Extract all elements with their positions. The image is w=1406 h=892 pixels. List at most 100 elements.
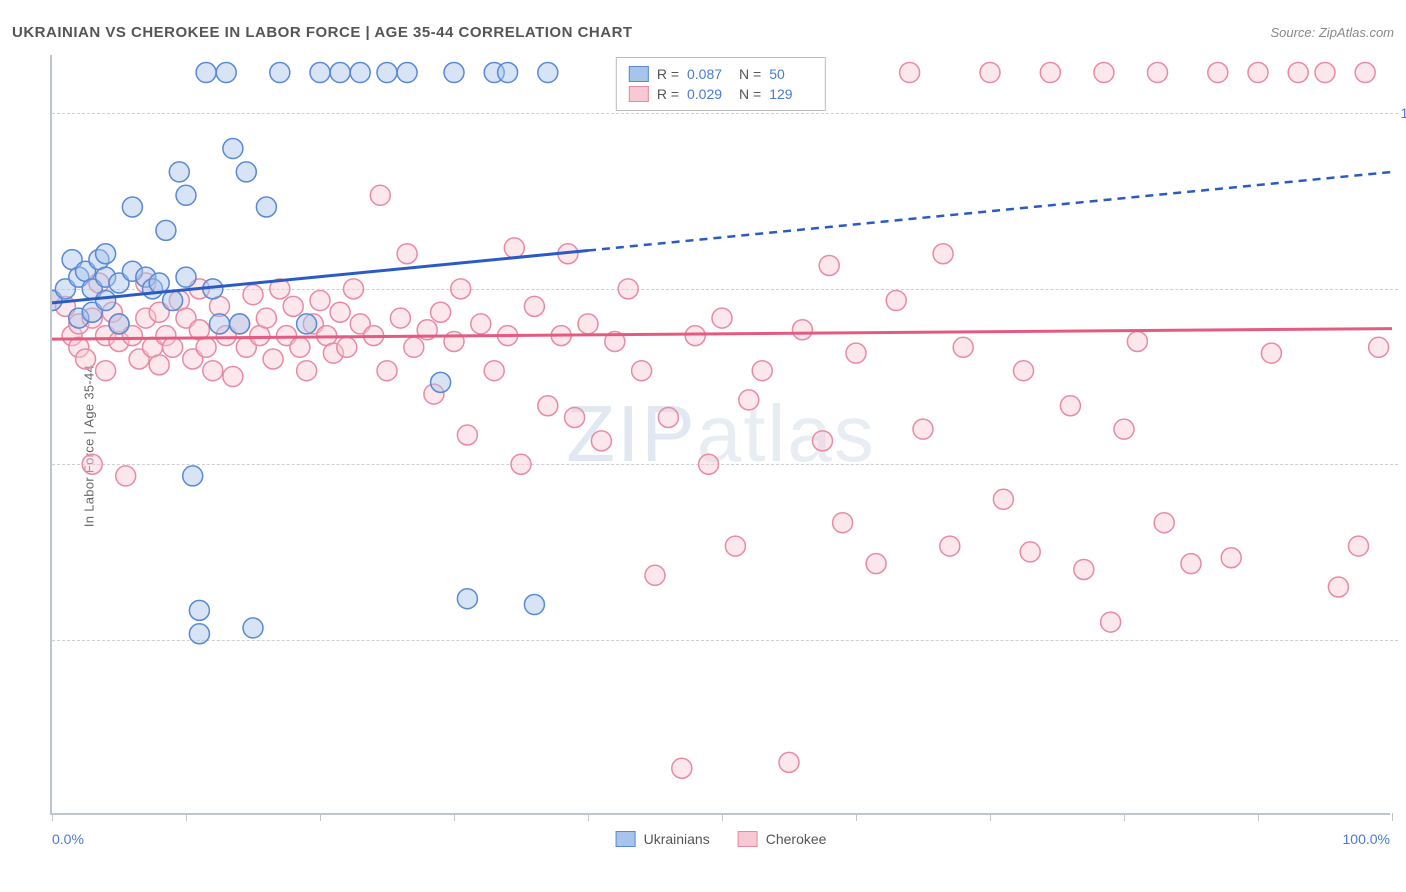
n-value-a: 50 bbox=[769, 66, 813, 82]
data-point bbox=[1060, 396, 1080, 416]
y-tick-label: 70.0% bbox=[1398, 456, 1406, 472]
data-point bbox=[76, 349, 96, 369]
x-axis-min-label: 0.0% bbox=[52, 831, 84, 847]
data-point bbox=[444, 63, 464, 83]
data-point bbox=[1101, 612, 1121, 632]
r-label: R = bbox=[657, 86, 679, 102]
data-point bbox=[156, 220, 176, 240]
data-point bbox=[645, 565, 665, 585]
data-point bbox=[263, 349, 283, 369]
data-point bbox=[658, 407, 678, 427]
data-point bbox=[176, 267, 196, 287]
data-point bbox=[980, 63, 1000, 83]
data-point bbox=[792, 320, 812, 340]
series-a-name: Ukrainians bbox=[644, 831, 710, 847]
y-tick-label: 55.0% bbox=[1398, 632, 1406, 648]
data-point bbox=[330, 302, 350, 322]
data-point bbox=[223, 367, 243, 387]
data-point bbox=[451, 279, 471, 299]
data-point bbox=[913, 419, 933, 439]
data-point bbox=[993, 489, 1013, 509]
data-point bbox=[1181, 554, 1201, 574]
swatch-cherokee bbox=[629, 86, 649, 102]
data-point bbox=[471, 314, 491, 334]
data-point bbox=[297, 361, 317, 381]
data-point bbox=[404, 337, 424, 357]
data-point bbox=[511, 454, 531, 474]
data-point bbox=[504, 238, 524, 258]
data-point bbox=[210, 314, 230, 334]
data-point bbox=[725, 536, 745, 556]
data-point bbox=[1328, 577, 1348, 597]
data-point bbox=[196, 337, 216, 357]
data-point bbox=[457, 425, 477, 445]
data-point bbox=[116, 466, 136, 486]
data-point bbox=[122, 197, 142, 217]
data-point bbox=[397, 63, 417, 83]
data-point bbox=[189, 600, 209, 620]
data-point bbox=[591, 431, 611, 451]
data-point bbox=[370, 185, 390, 205]
data-point bbox=[1094, 63, 1114, 83]
data-point bbox=[344, 279, 364, 299]
data-point bbox=[283, 296, 303, 316]
data-point bbox=[216, 63, 236, 83]
data-point bbox=[565, 407, 585, 427]
data-point bbox=[933, 244, 953, 264]
data-point bbox=[886, 291, 906, 311]
data-point bbox=[1221, 548, 1241, 568]
data-point bbox=[431, 372, 451, 392]
data-point bbox=[1014, 361, 1034, 381]
data-point bbox=[290, 337, 310, 357]
data-point bbox=[236, 162, 256, 182]
n-value-b: 129 bbox=[769, 86, 813, 102]
data-point bbox=[813, 431, 833, 451]
r-label: R = bbox=[657, 66, 679, 82]
data-point bbox=[96, 361, 116, 381]
data-point bbox=[819, 255, 839, 275]
data-point bbox=[256, 197, 276, 217]
series-legend: Ukrainians Cherokee bbox=[616, 831, 827, 847]
data-point bbox=[1349, 536, 1369, 556]
trend-line-dashed bbox=[588, 172, 1392, 251]
data-point bbox=[846, 343, 866, 363]
data-point bbox=[243, 285, 263, 305]
data-point bbox=[739, 390, 759, 410]
data-point bbox=[524, 595, 544, 615]
data-point bbox=[330, 63, 350, 83]
scatter-svg bbox=[52, 55, 1392, 815]
data-point bbox=[310, 291, 330, 311]
source-label: Source: ZipAtlas.com bbox=[1270, 25, 1394, 40]
stats-row-a: R = 0.087 N = 50 bbox=[629, 64, 813, 84]
data-point bbox=[1127, 331, 1147, 351]
x-tick bbox=[1392, 813, 1393, 821]
data-point bbox=[1261, 343, 1281, 363]
data-point bbox=[866, 554, 886, 574]
plot-area: ZIPatlas R = 0.087 N = 50 R = 0.029 N = … bbox=[50, 55, 1390, 815]
data-point bbox=[297, 314, 317, 334]
stats-row-b: R = 0.029 N = 129 bbox=[629, 84, 813, 104]
legend-item-a: Ukrainians bbox=[616, 831, 710, 847]
data-point bbox=[350, 63, 370, 83]
chart-title: UKRAINIAN VS CHEROKEE IN LABOR FORCE | A… bbox=[12, 24, 633, 41]
swatch-ukrainians bbox=[629, 66, 649, 82]
data-point bbox=[1248, 63, 1268, 83]
stats-legend: R = 0.087 N = 50 R = 0.029 N = 129 bbox=[616, 57, 826, 111]
data-point bbox=[1208, 63, 1228, 83]
data-point bbox=[484, 361, 504, 381]
data-point bbox=[189, 624, 209, 644]
data-point bbox=[779, 752, 799, 772]
data-point bbox=[109, 314, 129, 334]
data-point bbox=[900, 63, 920, 83]
data-point bbox=[672, 758, 692, 778]
data-point bbox=[618, 279, 638, 299]
data-point bbox=[833, 513, 853, 533]
y-tick-label: 85.0% bbox=[1398, 281, 1406, 297]
data-point bbox=[96, 291, 116, 311]
data-point bbox=[230, 314, 250, 334]
n-label: N = bbox=[739, 86, 761, 102]
r-value-b: 0.029 bbox=[687, 86, 731, 102]
data-point bbox=[578, 314, 598, 334]
data-point bbox=[1020, 542, 1040, 562]
data-point bbox=[1315, 63, 1335, 83]
